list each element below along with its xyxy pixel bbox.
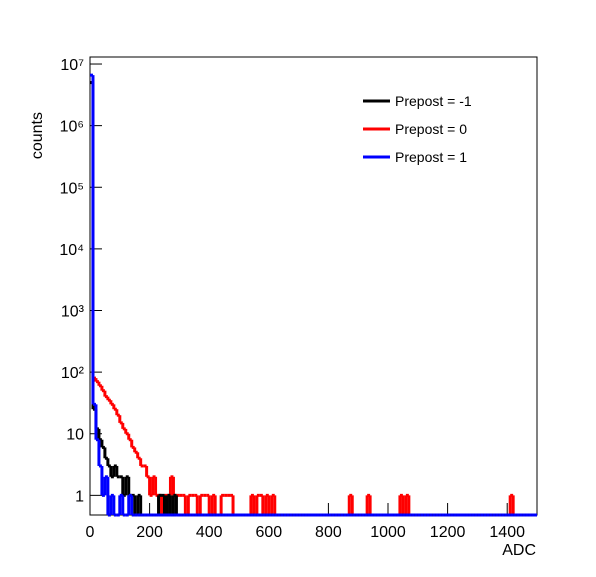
y-tick-label: 10 <box>66 427 84 444</box>
y-tick-label: 10² <box>61 365 85 382</box>
legend-label: Prepost = -1 <box>395 93 472 109</box>
y-tick-label: 10³ <box>61 303 85 320</box>
legend-label: Prepost = 1 <box>395 149 467 165</box>
x-tick-label: 0 <box>86 524 95 541</box>
x-tick-label: 600 <box>255 524 282 541</box>
y-axis-label: counts <box>29 112 46 159</box>
y-tick-label: 10⁴ <box>59 242 84 259</box>
x-tick-label: 1400 <box>489 524 525 541</box>
y-tick-label: 10⁶ <box>60 119 84 136</box>
x-tick-label: 400 <box>196 524 223 541</box>
y-tick-label: 10⁵ <box>60 180 84 197</box>
x-tick-label: 1000 <box>370 524 406 541</box>
x-tick-label: 200 <box>136 524 163 541</box>
y-tick-label: 10⁷ <box>60 57 84 74</box>
x-tick-label: 1200 <box>430 524 466 541</box>
x-tick-label: 800 <box>315 524 342 541</box>
plot-frame <box>89 56 538 516</box>
legend-label: Prepost = 0 <box>395 121 467 137</box>
x-axis-label: ADC <box>502 542 536 559</box>
y-tick-label: 1 <box>75 488 84 505</box>
